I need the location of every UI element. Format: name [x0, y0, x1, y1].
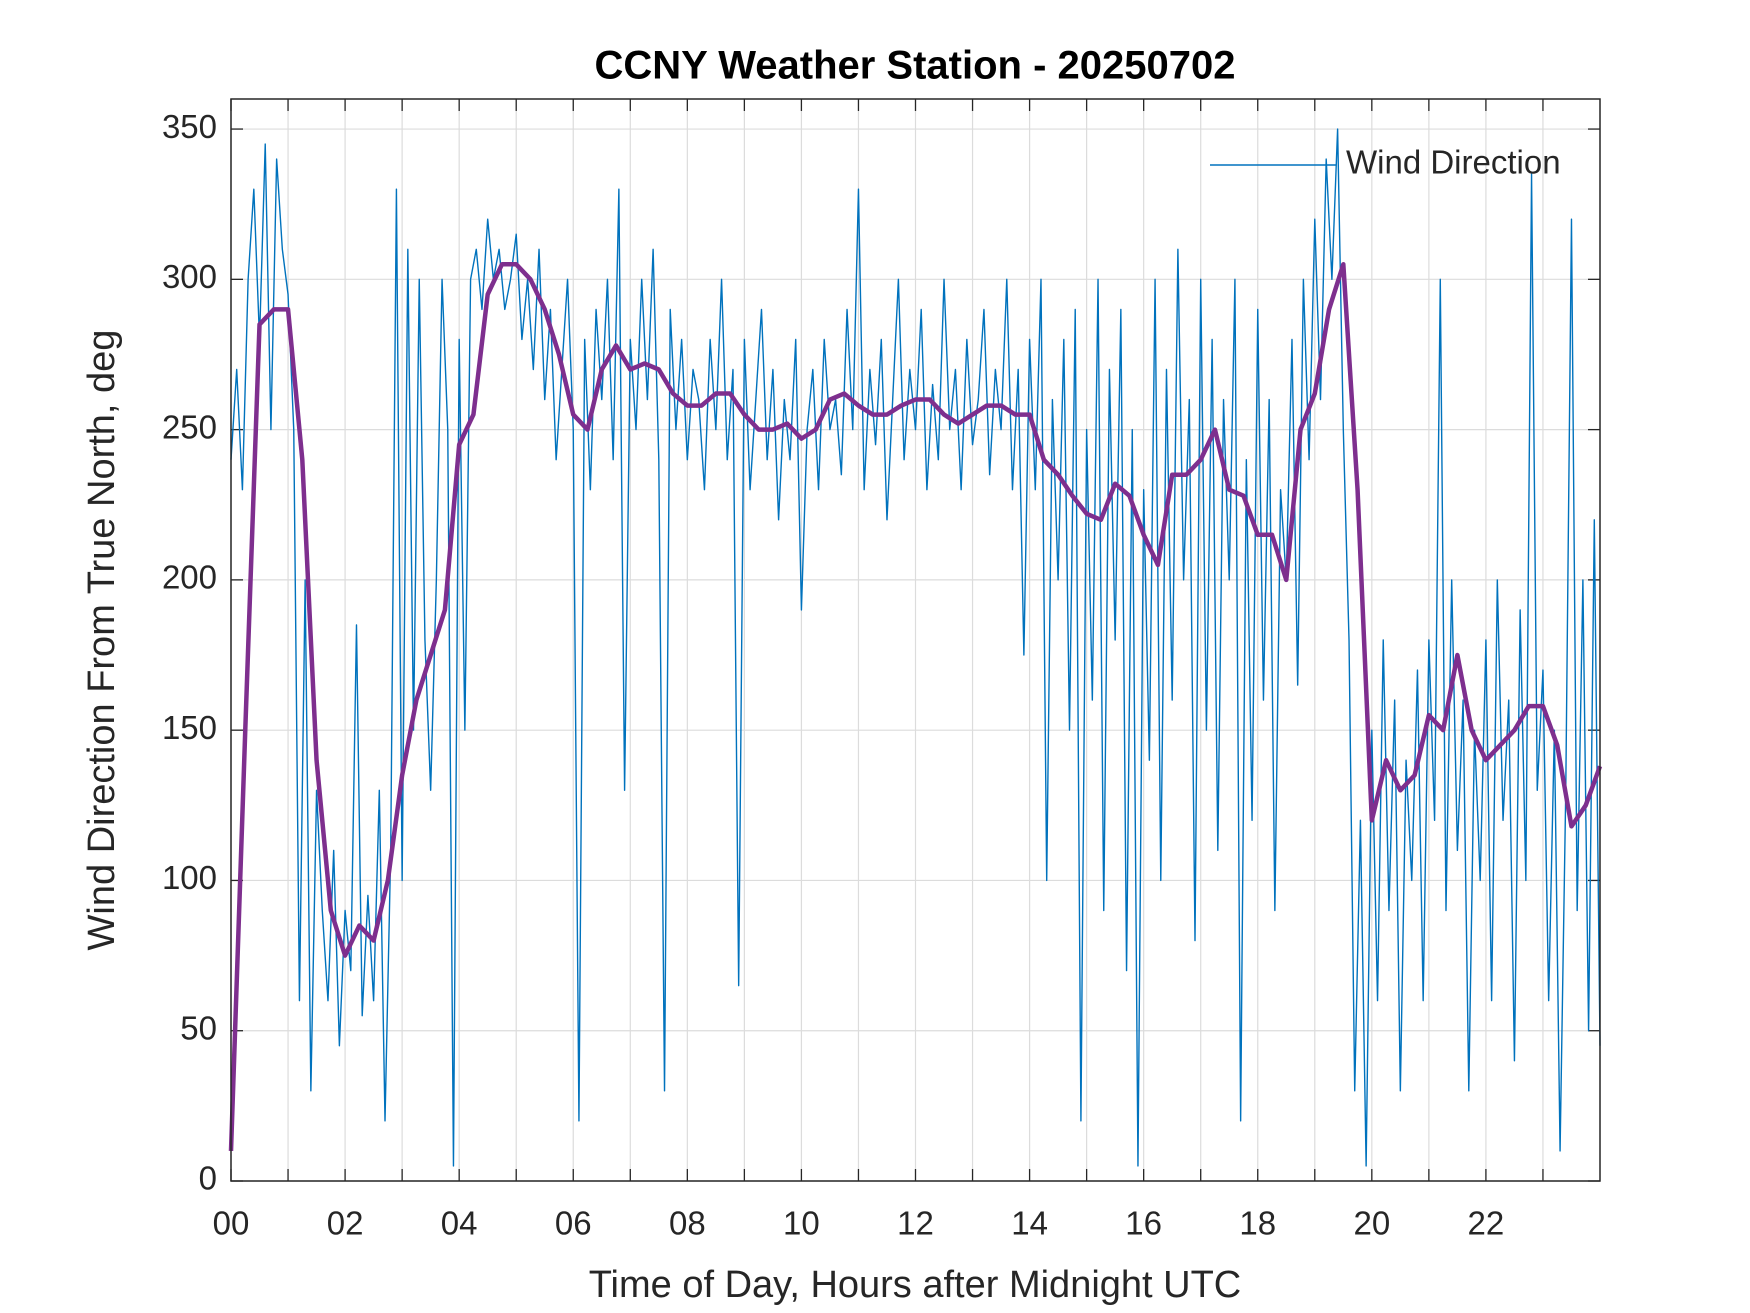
x-tick-label: 04	[441, 1205, 478, 1242]
x-tick-label: 18	[1239, 1205, 1276, 1242]
legend-label: Wind Direction	[1346, 144, 1561, 181]
x-tick-label: 02	[327, 1205, 364, 1242]
y-tick-label: 0	[199, 1160, 217, 1197]
x-tick-label: 12	[897, 1205, 934, 1242]
plot-frame	[230, 98, 1601, 1182]
x-tick-label: 20	[1353, 1205, 1390, 1242]
x-tick-label: 14	[1011, 1205, 1048, 1242]
y-tick-label: 100	[162, 859, 217, 896]
chart-title: CCNY Weather Station - 20250702	[595, 44, 1236, 88]
data-line	[230, 128, 1601, 1167]
data-line	[228, 262, 1603, 1152]
y-tick-label: 200	[162, 559, 217, 596]
y-tick-label: 350	[162, 108, 217, 145]
y-tick-label: 150	[162, 709, 217, 746]
y-axis-label: Wind Direction From True North, deg	[81, 330, 123, 951]
x-axis-label: Time of Day, Hours after Midnight UTC	[589, 1264, 1242, 1306]
y-tick-label: 50	[180, 1009, 217, 1046]
x-tick-label: 00	[213, 1205, 250, 1242]
x-tick-label: 08	[669, 1205, 706, 1242]
x-tick-label: 06	[555, 1205, 592, 1242]
x-tick-label: 16	[1125, 1205, 1162, 1242]
y-tick-label: 300	[162, 258, 217, 295]
y-tick-label: 250	[162, 408, 217, 445]
x-tick-label: 10	[783, 1205, 820, 1242]
x-tick-label: 22	[1468, 1205, 1505, 1242]
